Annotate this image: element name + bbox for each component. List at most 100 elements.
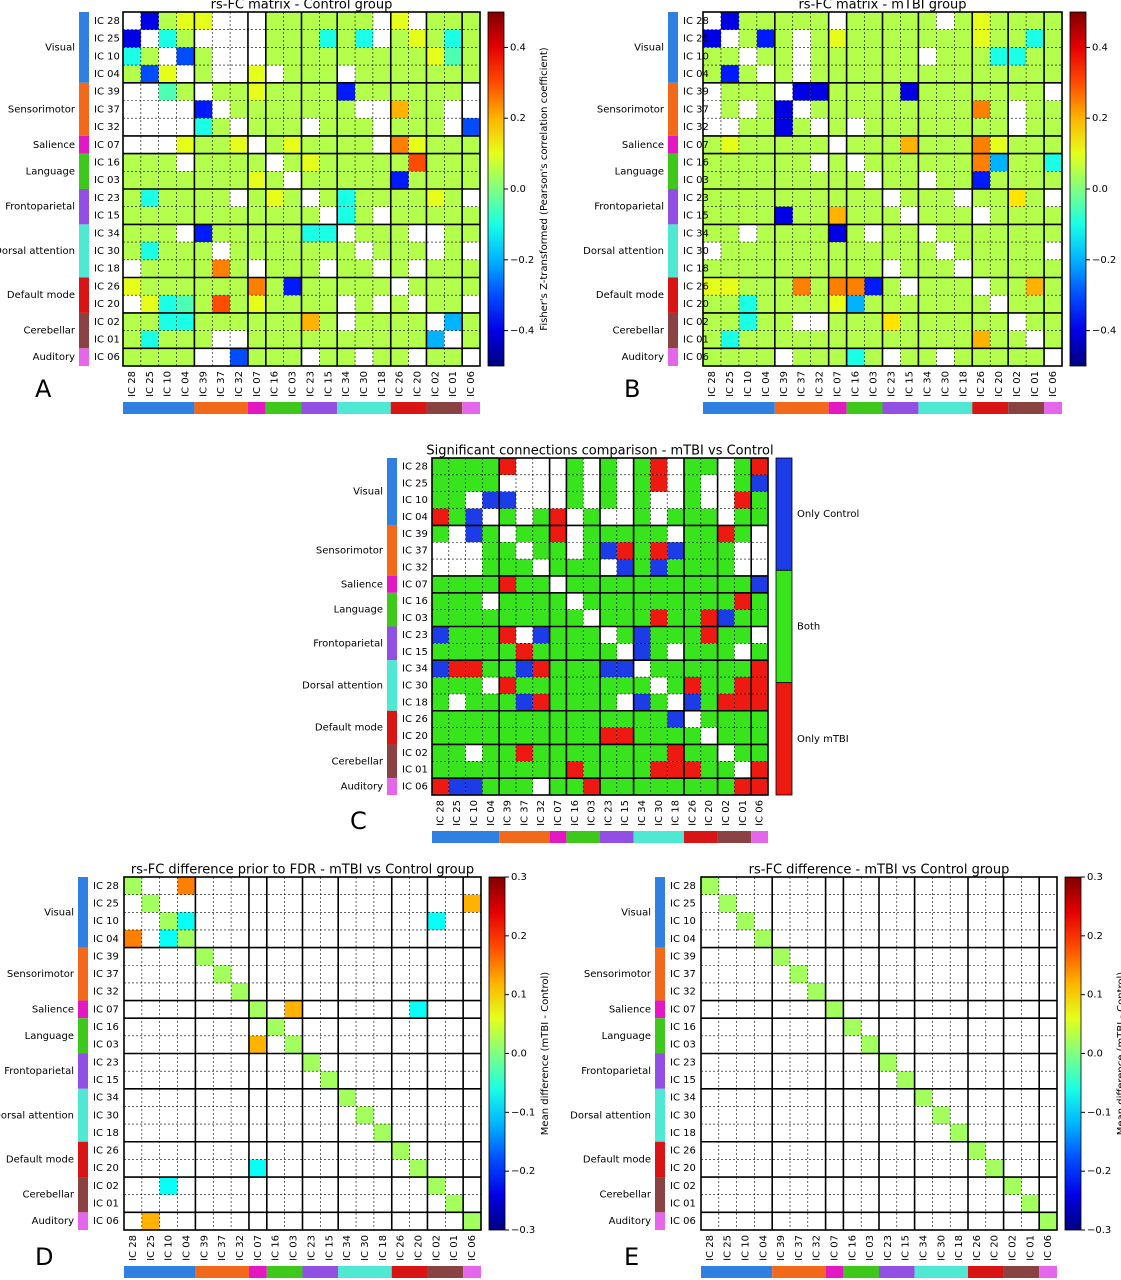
cell — [650, 525, 668, 543]
cell — [444, 65, 463, 83]
colorbar-tick-label: −0.2 — [1092, 255, 1116, 266]
cell — [408, 47, 427, 66]
cell — [650, 575, 668, 593]
cell — [954, 65, 973, 83]
cell — [864, 312, 883, 331]
cell — [372, 47, 391, 66]
column-label: IC 15 — [323, 371, 334, 397]
cell — [265, 171, 284, 189]
cell — [1026, 118, 1045, 136]
cell — [123, 153, 141, 172]
network-bar — [79, 82, 89, 136]
cell — [462, 65, 480, 83]
cell — [176, 259, 195, 278]
cell — [717, 559, 735, 576]
cell — [600, 575, 617, 593]
cell — [1008, 277, 1027, 296]
cell — [720, 277, 739, 296]
cell — [566, 474, 584, 492]
cell — [319, 171, 338, 189]
row-label: IC 10 — [670, 916, 696, 927]
cell — [734, 710, 752, 728]
cell — [738, 82, 757, 101]
cell — [914, 1088, 933, 1107]
cell — [738, 330, 757, 349]
cell — [230, 259, 248, 278]
cell — [936, 29, 955, 48]
cell — [212, 82, 231, 101]
network-bar-bottom — [843, 1266, 879, 1278]
cell — [230, 206, 248, 225]
cell — [265, 47, 284, 66]
cell — [248, 1159, 267, 1178]
cell — [701, 877, 719, 895]
cell — [158, 82, 177, 101]
cell — [265, 242, 284, 260]
cell — [123, 348, 141, 366]
cell — [482, 559, 500, 576]
cell — [864, 12, 883, 30]
cell — [846, 312, 865, 331]
cell — [700, 778, 718, 795]
cell — [390, 242, 409, 260]
colorbar-tick-label: 0.2 — [1087, 931, 1103, 942]
column-label: IC 30 — [940, 371, 951, 397]
cell — [703, 348, 721, 366]
cell — [140, 224, 159, 243]
cell — [426, 29, 445, 48]
cell — [936, 135, 955, 154]
cell — [426, 330, 445, 349]
column-label: IC 04 — [486, 800, 497, 826]
cell — [158, 295, 177, 313]
cell — [549, 727, 567, 745]
cell — [600, 525, 617, 543]
cell — [720, 82, 739, 101]
network-bar-bottom — [972, 402, 1009, 414]
cell — [734, 744, 752, 762]
cell — [650, 626, 668, 644]
cell — [516, 744, 533, 762]
column-label: IC 02 — [1008, 1235, 1019, 1261]
cell — [720, 153, 739, 172]
cell — [600, 542, 617, 560]
cell — [600, 474, 617, 492]
cell — [516, 559, 533, 576]
cell — [972, 29, 991, 48]
cell — [717, 592, 735, 610]
cell — [319, 135, 338, 154]
network-bar — [387, 458, 397, 526]
cell — [616, 660, 634, 678]
cell — [426, 47, 445, 66]
column-label: IC 39 — [199, 1235, 210, 1261]
cell — [247, 171, 266, 189]
row-label: IC 01 — [93, 1199, 119, 1210]
matrix-frame — [431, 457, 769, 796]
cell — [319, 100, 338, 119]
cell — [355, 295, 373, 313]
cell — [936, 295, 955, 313]
cell — [499, 508, 516, 526]
cell — [734, 458, 752, 475]
cell — [810, 330, 829, 349]
cell — [337, 135, 356, 154]
cell — [123, 65, 141, 83]
cell — [936, 189, 955, 207]
cell — [633, 542, 651, 560]
cell — [828, 29, 847, 48]
column-label: IC 04 — [758, 1235, 769, 1261]
cell — [444, 277, 463, 296]
row-label: IC 20 — [402, 731, 428, 742]
cell — [954, 12, 973, 30]
cell — [372, 82, 391, 101]
network-name: Sensorimotor — [584, 969, 652, 980]
cell — [140, 189, 159, 207]
cell — [792, 189, 811, 207]
row-label: IC 32 — [670, 987, 696, 998]
cell — [846, 330, 865, 349]
network-name: Sensorimotor — [316, 546, 384, 557]
cell — [751, 660, 768, 678]
row-label: IC 39 — [670, 951, 696, 962]
cell — [751, 710, 768, 728]
cell — [194, 65, 213, 83]
row-label: IC 10 — [683, 51, 709, 62]
